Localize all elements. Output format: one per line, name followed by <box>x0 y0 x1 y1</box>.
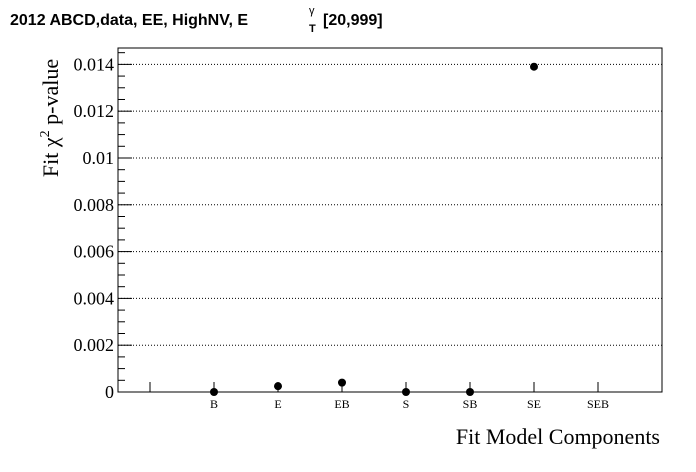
x-tick-label: E <box>274 397 281 411</box>
data-point-b <box>210 388 218 396</box>
chart-title-range: [20,999] <box>323 12 383 29</box>
chart-title-superscript: γ <box>309 5 315 17</box>
y-axis-title-post: p-value <box>38 59 63 130</box>
x-tick-label: EB <box>334 397 349 411</box>
data-point-eb <box>338 378 346 387</box>
y-axis-title-sup: 2 <box>38 130 53 137</box>
y-tick-label: 0.014 <box>74 54 115 74</box>
x-tick-label: B <box>210 397 218 411</box>
x-axis-ticks: B E EB S SB SE SEB <box>149 382 609 411</box>
y-tick-label: 0.004 <box>74 288 115 308</box>
chart-title-subscript: T <box>309 23 316 35</box>
y-axis-title: Fit χ2 p-value <box>38 59 63 177</box>
y-tick-label: 0 <box>105 382 114 402</box>
y-tick-label: 0.002 <box>74 335 115 355</box>
y-axis-ticks: 0 0.002 0.004 0.006 0.008 0.01 0.012 0.014 <box>74 52 132 402</box>
y-tick-label: 0.006 <box>74 242 115 262</box>
x-tick-label: SB <box>463 397 478 411</box>
y-axis-title-pre: Fit χ <box>38 137 63 177</box>
chart-title-main: 2012 ABCD,data, EE, HighNV, E <box>10 12 248 29</box>
plot-frame <box>117 47 663 393</box>
x-tick-label: S <box>403 397 410 411</box>
x-tick-label: SEB <box>587 397 609 411</box>
y-tick-label: 0.008 <box>74 195 115 215</box>
chart-title: 2012 ABCD,data, EE, HighNV, E γ T [20,99… <box>10 2 610 42</box>
y-tick-label: 0.012 <box>74 101 115 121</box>
data-point-e <box>274 382 282 391</box>
y-tick-label: 0.01 <box>83 148 115 168</box>
x-tick-label: SE <box>527 397 541 411</box>
data-point-s <box>402 388 410 396</box>
data-point-se <box>530 62 538 71</box>
grid-lines <box>118 63 662 346</box>
data-point-sb <box>466 388 474 396</box>
x-axis-title: Fit Model Components <box>456 424 660 449</box>
data-points <box>210 62 538 396</box>
